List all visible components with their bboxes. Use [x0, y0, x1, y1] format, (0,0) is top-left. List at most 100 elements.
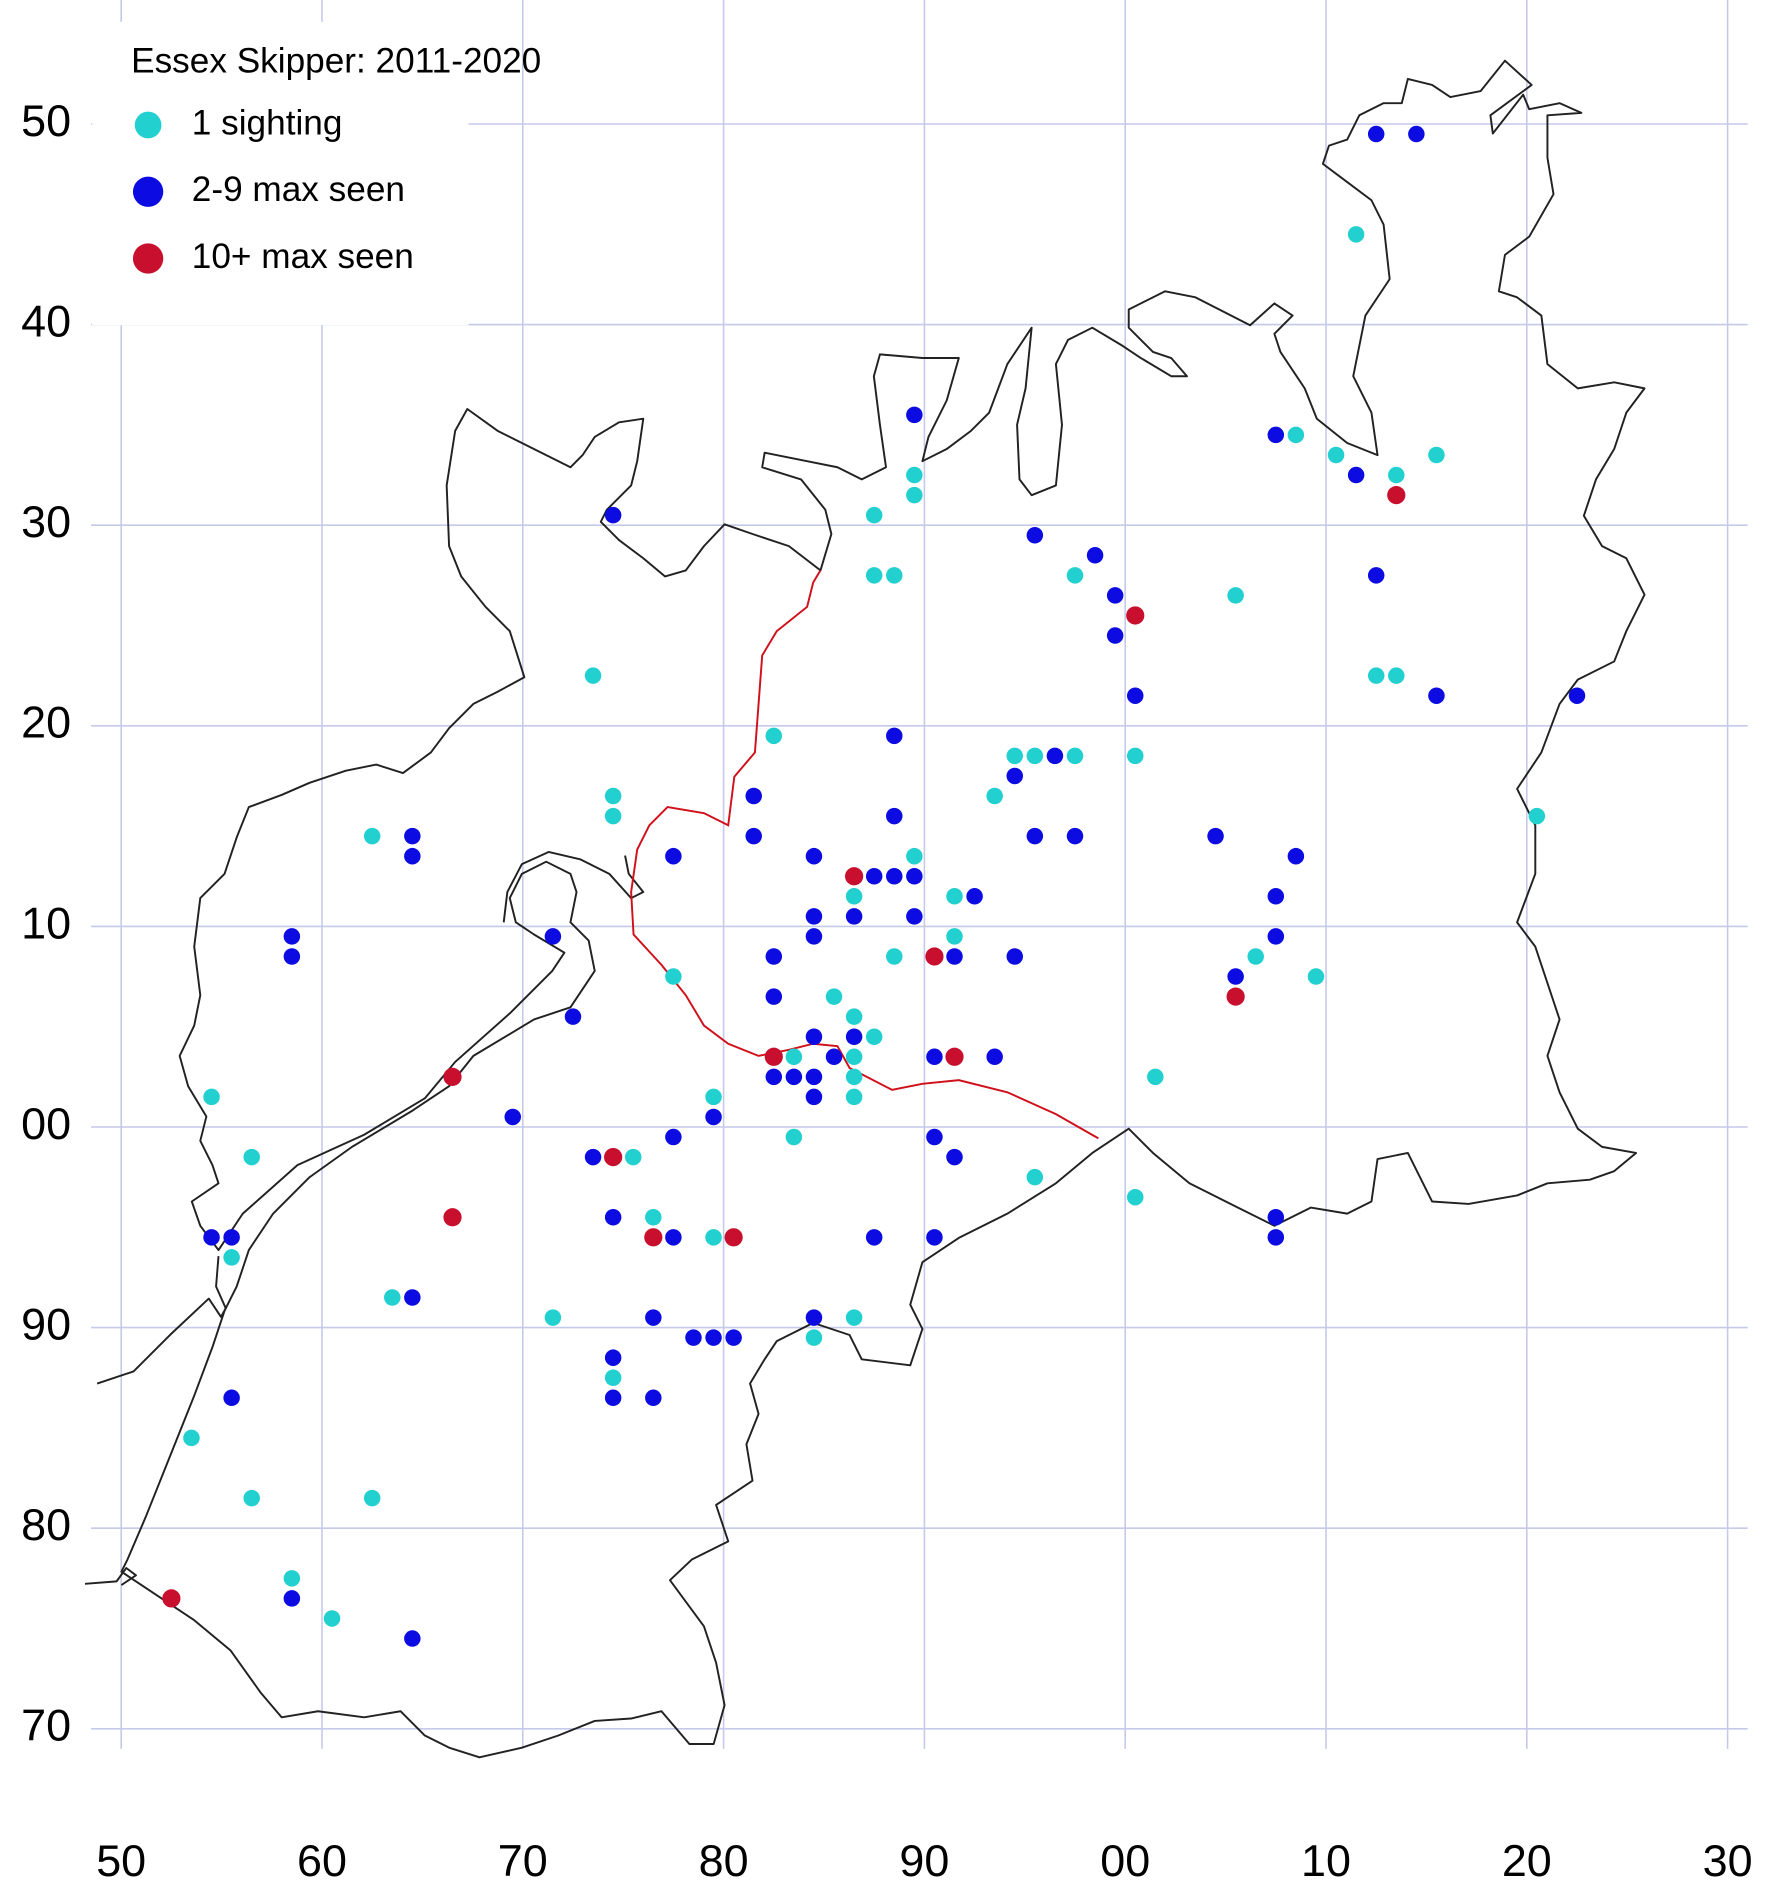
- sighting-point: [845, 867, 864, 886]
- sighting-point: [604, 1389, 622, 1407]
- sighting-point: [745, 787, 762, 805]
- sighting-point: [203, 1229, 220, 1246]
- sighting-point: [865, 867, 883, 885]
- sighting-point: [805, 1028, 823, 1045]
- y-tick-label: 70: [21, 1700, 71, 1751]
- sighting-point: [183, 1429, 200, 1447]
- sighting-point: [845, 1068, 863, 1086]
- sighting-point: [243, 1489, 260, 1507]
- legend-background: [92, 21, 469, 326]
- legend: 1 sighting 2-9 max seen 10+ max seen: [132, 103, 414, 276]
- sighting-point: [1046, 747, 1064, 765]
- y-tick-label: 30: [21, 496, 71, 547]
- sighting-point: [845, 1048, 863, 1066]
- sighting-point: [283, 928, 301, 945]
- sighting-point: [283, 1590, 301, 1607]
- sighting-point: [906, 867, 923, 885]
- sighting-point: [1287, 426, 1305, 444]
- sighting-point: [865, 506, 883, 524]
- legend-title: Essex Skipper: 2011-2020: [131, 41, 541, 80]
- sighting-point: [945, 1047, 964, 1066]
- x-tick-label: 70: [498, 1835, 548, 1886]
- sighting-point: [1126, 747, 1144, 765]
- y-tick-label: 10: [21, 897, 71, 948]
- sighting-point: [665, 1229, 682, 1246]
- sighting-point: [1367, 667, 1385, 684]
- sighting-point: [1388, 667, 1405, 684]
- sighting-point: [785, 1068, 803, 1086]
- sighting-point: [725, 1329, 742, 1346]
- sighting-point: [705, 1108, 722, 1126]
- sighting-point: [765, 1068, 783, 1086]
- sighting-point: [805, 1068, 823, 1086]
- sighting-point: [1428, 687, 1445, 704]
- legend-marker: [134, 111, 162, 139]
- sighting-point: [1066, 747, 1084, 765]
- sighting-point: [604, 1349, 622, 1366]
- sighting-point: [1347, 226, 1365, 243]
- sighting-point: [1006, 767, 1024, 785]
- sighting-point: [906, 908, 923, 925]
- y-tick-label: 90: [21, 1298, 71, 1349]
- sighting-point: [363, 1489, 381, 1507]
- river-channel: [502, 851, 645, 923]
- sighting-point: [1006, 747, 1024, 765]
- sighting-point: [203, 1088, 220, 1106]
- sighting-point: [1227, 587, 1244, 604]
- sighting-point: [443, 1208, 462, 1227]
- sighting-point: [986, 1048, 1003, 1066]
- sighting-point: [1226, 987, 1245, 1006]
- sighting-point: [604, 1209, 622, 1226]
- sighting-point: [404, 827, 421, 845]
- sighting-point: [865, 1229, 883, 1246]
- sighting-point: [805, 1329, 823, 1346]
- sighting-point: [1207, 827, 1224, 845]
- sighting-point: [886, 807, 903, 825]
- sighting-point: [685, 1329, 702, 1346]
- sighting-point: [363, 827, 381, 845]
- sighting-point: [966, 888, 983, 905]
- sighting-point: [162, 1589, 181, 1608]
- sighting-point: [384, 1289, 401, 1306]
- sighting-point: [604, 506, 622, 524]
- sighting-point: [1147, 1068, 1164, 1086]
- sighting-point: [1388, 466, 1405, 484]
- sighting-point: [886, 948, 903, 965]
- sighting-point: [946, 948, 963, 965]
- sighting-point: [1227, 968, 1244, 985]
- sighting-point: [865, 567, 883, 584]
- sighting-point: [724, 1228, 743, 1247]
- sighting-point: [223, 1389, 240, 1407]
- sighting-point: [1126, 606, 1145, 625]
- sighting-point: [1006, 948, 1024, 965]
- x-tick-label: 20: [1502, 1835, 1552, 1886]
- legend-label: 1 sighting: [192, 103, 343, 142]
- sighting-point: [845, 888, 863, 905]
- sighting-point: [906, 486, 923, 504]
- x-tick-label: 90: [899, 1835, 949, 1886]
- sighting-point: [1026, 1168, 1044, 1186]
- legend-marker: [132, 176, 164, 207]
- sighting-point: [785, 1048, 803, 1066]
- sighting-point: [764, 1047, 783, 1066]
- sighting-point: [1066, 567, 1084, 584]
- county-outline: [120, 59, 1646, 1759]
- y-tick-label: 80: [21, 1499, 71, 1550]
- sighting-point: [283, 948, 301, 965]
- sighting-point: [1247, 948, 1264, 965]
- y-tick-label: 50: [21, 95, 71, 146]
- sighting-point: [443, 1067, 462, 1086]
- sighting-point: [1126, 1188, 1144, 1206]
- sighting-point: [805, 847, 823, 865]
- sighting-point: [604, 807, 622, 825]
- sighting-point: [705, 1088, 722, 1106]
- sighting-point: [1126, 687, 1144, 704]
- sighting-point: [805, 1088, 823, 1106]
- sighting-point: [504, 1108, 522, 1126]
- sighting-point: [825, 1048, 843, 1066]
- sighting-point: [845, 1309, 863, 1326]
- sighting-point: [1026, 526, 1044, 544]
- sighting-point: [865, 1028, 883, 1045]
- x-tick-label: 00: [1100, 1835, 1150, 1886]
